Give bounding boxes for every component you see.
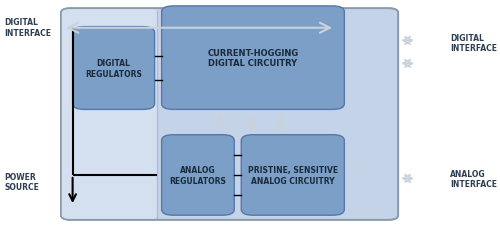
FancyBboxPatch shape	[242, 135, 344, 215]
FancyBboxPatch shape	[61, 9, 157, 220]
FancyBboxPatch shape	[162, 7, 344, 110]
FancyBboxPatch shape	[61, 9, 398, 220]
Text: DIGITAL
INTERFACE: DIGITAL INTERFACE	[4, 18, 52, 38]
Text: ANALOG
INTERFACE: ANALOG INTERFACE	[450, 169, 497, 188]
Text: DIGITAL
INTERFACE: DIGITAL INTERFACE	[450, 34, 497, 53]
FancyBboxPatch shape	[162, 135, 234, 215]
Text: PRISTINE, SENSITIVE
ANALOG CIRCUITRY: PRISTINE, SENSITIVE ANALOG CIRCUITRY	[248, 166, 338, 185]
FancyBboxPatch shape	[72, 27, 154, 110]
Text: DIGITAL
REGULATORS: DIGITAL REGULATORS	[85, 59, 142, 78]
Text: ANALOG
REGULATORS: ANALOG REGULATORS	[170, 166, 226, 185]
Text: CURRENT-HOGGING
DIGITAL CIRCUITRY: CURRENT-HOGGING DIGITAL CIRCUITRY	[208, 49, 298, 68]
Text: POWER
SOURCE: POWER SOURCE	[4, 172, 40, 191]
